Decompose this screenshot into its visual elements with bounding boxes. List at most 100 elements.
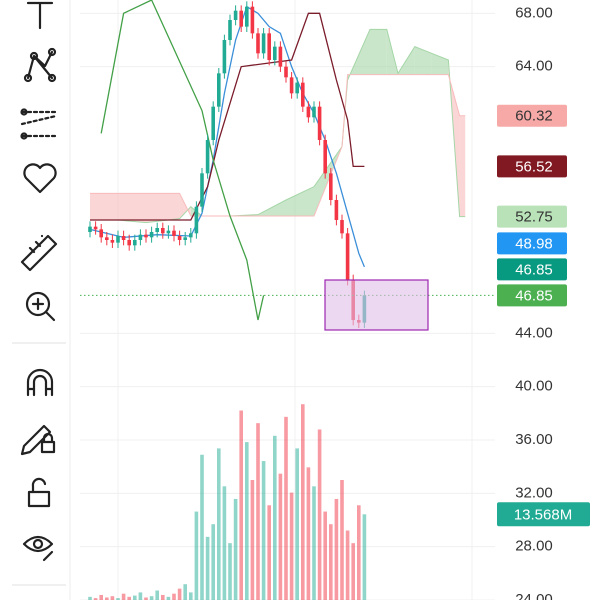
favorites[interactable] xyxy=(23,163,57,194)
candle-body xyxy=(138,234,143,240)
volume-bar xyxy=(273,435,277,600)
volume-bar xyxy=(301,404,305,600)
volume-bar xyxy=(189,592,193,600)
candle-body xyxy=(345,233,350,280)
indicator-line xyxy=(100,0,265,321)
y-tick-label: 28.00 xyxy=(515,538,553,555)
candle-body xyxy=(295,82,299,94)
cloud-segment xyxy=(370,29,387,75)
ruler[interactable] xyxy=(20,234,58,272)
text-tool[interactable] xyxy=(26,1,54,30)
volume-bar xyxy=(166,596,171,600)
volume-bar xyxy=(334,498,339,600)
volume-bar xyxy=(183,584,187,600)
candle-body xyxy=(205,140,210,174)
candle-body xyxy=(116,236,120,243)
volume-bar xyxy=(194,511,199,600)
candle-body xyxy=(329,173,333,200)
volume-bar xyxy=(256,423,260,600)
candle-body xyxy=(127,240,131,246)
candle-body xyxy=(161,228,165,234)
volume-bar xyxy=(362,514,367,600)
candle-body xyxy=(233,10,238,20)
candle-body xyxy=(239,10,243,27)
candle-body xyxy=(149,232,154,238)
y-tick-label: 64.00 xyxy=(515,58,553,75)
y-tick-label: 68.00 xyxy=(515,4,553,21)
volume-bar xyxy=(312,486,316,600)
volume-bar xyxy=(323,511,327,600)
volume-bar xyxy=(340,480,344,600)
hide[interactable] xyxy=(22,535,54,562)
candle-body xyxy=(211,106,215,140)
volume-bar xyxy=(329,524,333,600)
lines-tool[interactable] xyxy=(20,108,58,140)
volume-bar xyxy=(110,596,115,600)
candle-body xyxy=(278,46,283,67)
volume-bar xyxy=(93,598,98,600)
price-axis: 68.00 64.00 44.00 40.00 36.00 32.00 28.00 24.00… xyxy=(497,4,590,600)
candle-body xyxy=(256,33,260,54)
volume-bar xyxy=(284,416,288,600)
volume-bar xyxy=(245,442,249,600)
candle-body xyxy=(312,106,316,118)
price-badge-label: 60.32 xyxy=(515,108,553,125)
candle-body xyxy=(194,206,199,234)
candle-body xyxy=(166,230,171,234)
volume-bar xyxy=(233,498,238,600)
candle-body xyxy=(245,6,249,27)
volume-bar xyxy=(205,536,210,600)
volume-bar xyxy=(267,505,271,600)
volume-bar xyxy=(127,596,131,600)
candle-body xyxy=(99,229,103,238)
drawn-rectangle[interactable] xyxy=(324,279,429,331)
lock-drawings[interactable] xyxy=(20,424,56,456)
cloud-segment xyxy=(459,115,466,217)
cloud-edge xyxy=(90,74,466,217)
volume-bar xyxy=(351,543,355,600)
volume-badge xyxy=(497,502,590,527)
plot xyxy=(80,0,495,600)
candle-body xyxy=(301,82,305,107)
price-badge-label: 52.75 xyxy=(515,209,553,226)
candle-body xyxy=(289,77,294,94)
pattern-tool[interactable] xyxy=(23,47,57,83)
toolbar xyxy=(12,0,71,600)
volume-bar xyxy=(317,429,322,600)
magnet[interactable] xyxy=(26,368,54,397)
volume-bar xyxy=(121,593,126,600)
candle-body xyxy=(200,173,204,207)
volume-bar xyxy=(133,595,137,600)
candle-body xyxy=(284,66,288,78)
candle-body xyxy=(183,237,187,240)
volume-bar xyxy=(278,473,283,600)
volume-bar xyxy=(88,596,92,600)
lock[interactable] xyxy=(27,477,51,508)
candle-body xyxy=(340,220,344,234)
volume-bar xyxy=(172,593,176,600)
volume-bar xyxy=(155,590,159,600)
candle-body xyxy=(261,33,266,54)
volume-bar xyxy=(116,598,120,600)
candle-body xyxy=(177,236,182,240)
candle-body xyxy=(133,240,137,246)
volume-bar xyxy=(250,480,255,600)
candle-body xyxy=(110,240,115,243)
volume-bar xyxy=(99,594,103,600)
price-badge-label: 46.85 xyxy=(515,261,553,278)
price-badge-label: 46.85 xyxy=(515,287,553,304)
volume-badge-label: 13.568M xyxy=(514,506,572,523)
candle-body xyxy=(189,233,193,238)
y-tick-label: 36.00 xyxy=(515,431,553,448)
price-badge-label: 56.52 xyxy=(515,158,553,175)
volume-bar xyxy=(289,492,294,600)
volume-bar xyxy=(200,454,204,600)
candle-body xyxy=(93,226,98,230)
cloud-edge xyxy=(90,28,466,224)
volume-bar xyxy=(345,530,350,600)
zoom[interactable] xyxy=(25,291,56,322)
volume-bar xyxy=(211,524,215,600)
candle-body xyxy=(273,46,277,60)
